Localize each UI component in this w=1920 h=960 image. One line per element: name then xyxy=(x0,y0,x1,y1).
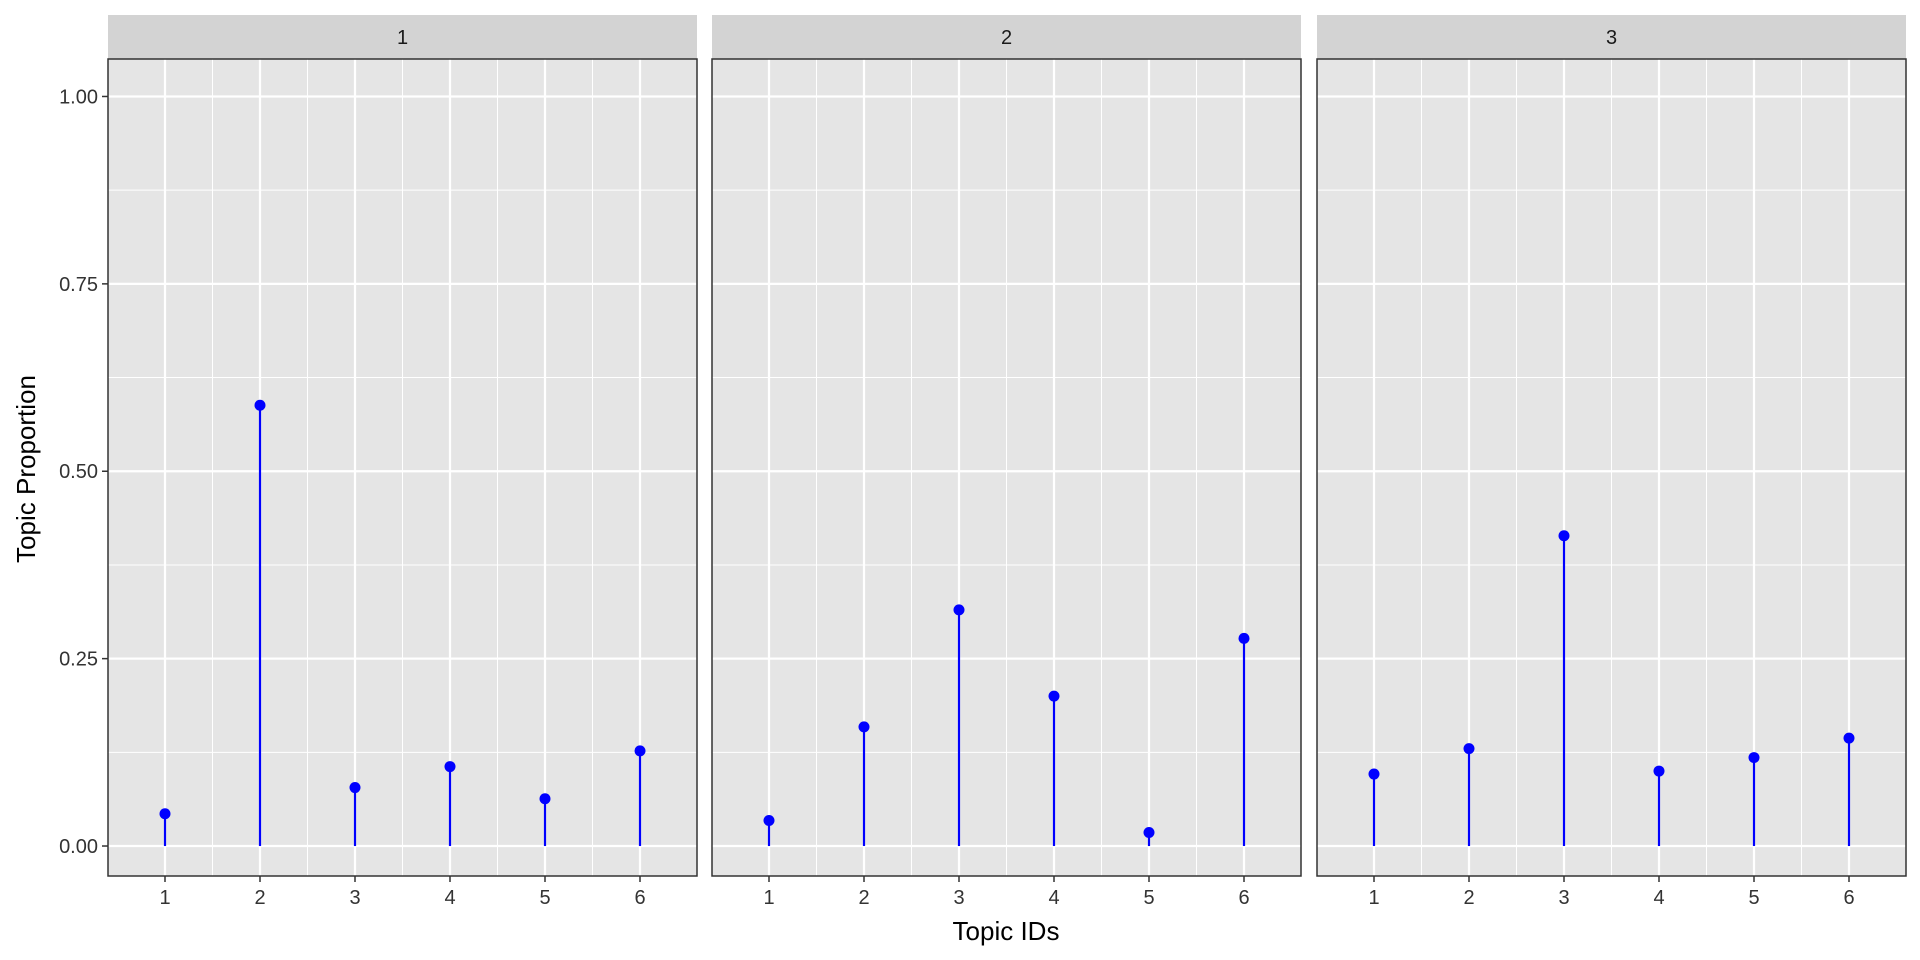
lollipop-point xyxy=(254,399,266,411)
facet-strip-label: 3 xyxy=(1606,27,1617,49)
lollipop-point xyxy=(953,604,965,616)
x-tick-label: 2 xyxy=(254,887,265,909)
facet-strip xyxy=(108,15,697,59)
facet-strip xyxy=(712,15,1301,59)
lollipop-point xyxy=(539,793,551,805)
lollipop-point xyxy=(763,815,775,827)
panel-border xyxy=(711,58,1302,877)
y-tick-label: 0.50 xyxy=(59,461,98,483)
x-tick-label: 4 xyxy=(444,887,455,909)
lollipop-point xyxy=(1748,752,1760,764)
y-tick-label: 1.00 xyxy=(59,86,98,108)
facet-strip-label: 1 xyxy=(397,27,408,49)
y-axis: 0.00 0.25 0.50 0.75 1.00 xyxy=(59,86,108,858)
facet-strip xyxy=(1317,15,1906,59)
facet-panel-2: 2 1 2 3 4 5 6 xyxy=(711,15,1302,909)
x-tick-label: 3 xyxy=(953,887,964,909)
x-tick-label: 2 xyxy=(1463,887,1474,909)
x-axis-title: Topic IDs xyxy=(953,916,1060,946)
lollipop-point xyxy=(858,721,870,733)
lollipop-point xyxy=(1143,827,1155,839)
x-tick-label: 5 xyxy=(1748,887,1759,909)
y-tick-label: 0.00 xyxy=(59,836,98,858)
lollipop-point xyxy=(1238,632,1250,644)
facet-panel-1: 1 1 2 3 4 5 6 xyxy=(107,15,698,909)
x-tick-label: 3 xyxy=(349,887,360,909)
x-tick-label: 1 xyxy=(763,887,774,909)
x-tick-label: 6 xyxy=(1238,887,1249,909)
facet-strip-label: 2 xyxy=(1001,27,1012,49)
x-tick-label: 5 xyxy=(1143,887,1154,909)
x-tick-label: 6 xyxy=(1843,887,1854,909)
facet-panel-3: 3 1 2 3 4 5 6 xyxy=(1316,15,1907,909)
lollipop-point xyxy=(159,808,171,820)
lollipop-point xyxy=(634,745,646,757)
lollipop-point xyxy=(1843,732,1855,744)
y-tick-label: 0.25 xyxy=(59,649,98,671)
lollipop-point xyxy=(1368,768,1380,780)
x-tick-label: 4 xyxy=(1048,887,1059,909)
x-tick-label: 4 xyxy=(1653,887,1664,909)
facet-panels: 1 1 2 3 4 5 6 2 1 2 3 4 5 6 3 1 2 3 4 5 6 xyxy=(107,15,1907,909)
x-tick-label: 1 xyxy=(1368,887,1379,909)
x-tick-label: 5 xyxy=(539,887,550,909)
lollipop-point xyxy=(1463,743,1475,755)
y-axis-title: Topic Proportion xyxy=(11,375,41,563)
lollipop-point xyxy=(444,761,456,773)
x-tick-label: 6 xyxy=(634,887,645,909)
x-tick-label: 3 xyxy=(1558,887,1569,909)
panel-border xyxy=(107,58,698,877)
lollipop-point xyxy=(349,782,361,794)
y-tick-label: 0.75 xyxy=(59,274,98,296)
lollipop-point xyxy=(1653,765,1665,777)
panel-border xyxy=(1316,58,1907,877)
x-tick-label: 2 xyxy=(858,887,869,909)
lollipop-point xyxy=(1558,530,1570,542)
lollipop-point xyxy=(1048,690,1060,702)
x-tick-label: 1 xyxy=(159,887,170,909)
